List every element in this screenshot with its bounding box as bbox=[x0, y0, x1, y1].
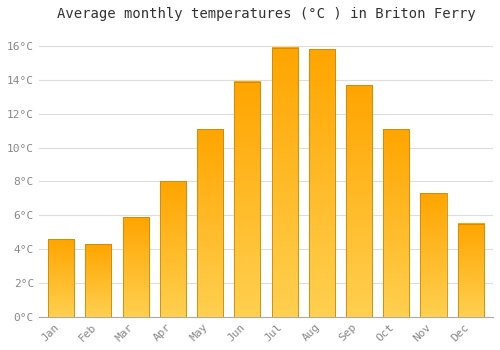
Title: Average monthly temperatures (°C ) in Briton Ferry: Average monthly temperatures (°C ) in Br… bbox=[56, 7, 476, 21]
